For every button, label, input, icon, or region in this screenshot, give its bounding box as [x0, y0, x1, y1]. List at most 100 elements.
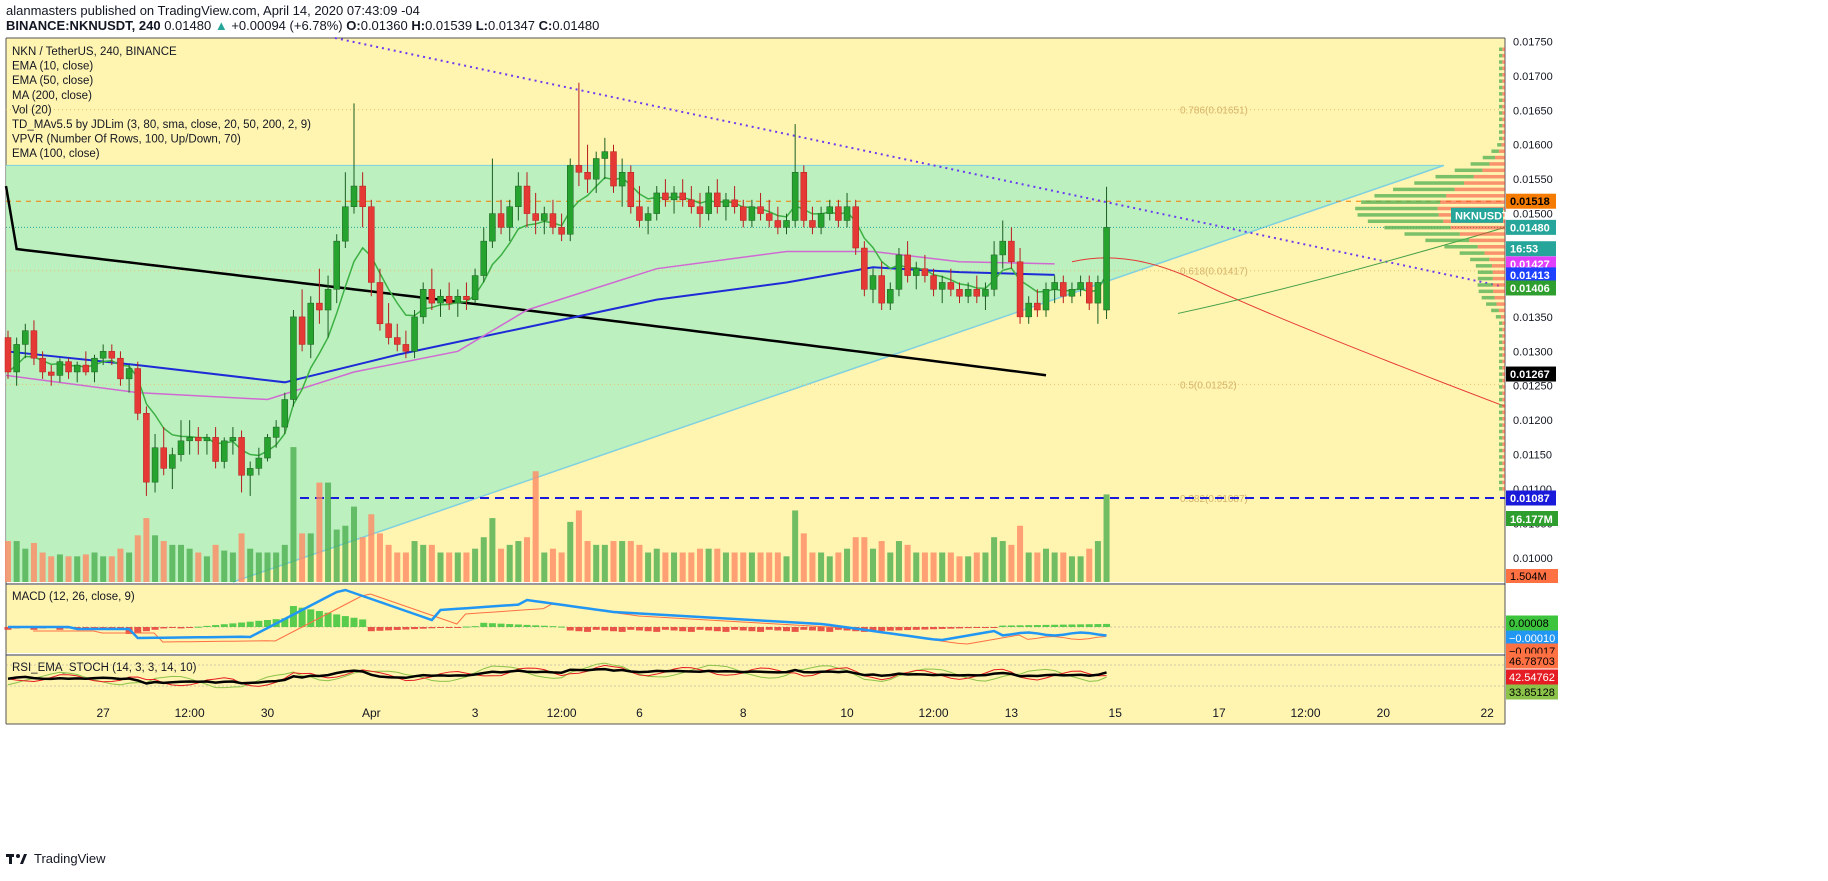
rsi-value-label	[1506, 653, 1558, 669]
candle-body	[878, 275, 885, 304]
price-axis-tick: 0.01650	[1513, 105, 1553, 117]
macd-histogram-bar	[177, 627, 185, 629]
candle-body	[861, 247, 868, 290]
volume-bar	[575, 510, 582, 582]
macd-histogram-bar	[454, 627, 462, 628]
candle-body	[662, 192, 669, 201]
candle-body	[740, 206, 747, 221]
vpvr-up-bar	[1499, 429, 1503, 434]
vpvr-down-bar	[1494, 295, 1505, 300]
vpvr-down-bar	[1502, 404, 1505, 408]
time-axis-tick: 17	[1212, 706, 1226, 720]
candle-body	[826, 206, 833, 214]
macd-histogram-bar	[843, 627, 851, 631]
vpvr-up-bar	[1499, 92, 1503, 96]
macd-histogram-bar	[817, 627, 825, 632]
volume-bar	[359, 537, 366, 582]
publisher-line: alanmasters published on TradingView.com…	[6, 3, 420, 18]
volume-bar	[826, 556, 833, 582]
vpvr-down-bar	[1454, 187, 1505, 192]
volume-bar	[792, 510, 799, 582]
candle-body	[73, 364, 81, 373]
tradingview-logo-icon	[6, 853, 27, 864]
price-label	[1506, 280, 1556, 296]
volume-bar	[325, 482, 332, 582]
volume-bar	[913, 552, 920, 582]
candle-body	[895, 254, 903, 290]
vpvr-up-bar	[1499, 47, 1503, 52]
candle-body	[627, 172, 635, 207]
vpvr-up-bar	[1374, 194, 1447, 198]
high-value: 0.01539	[425, 18, 473, 33]
vpvr-down-bar	[1489, 257, 1505, 262]
macd-histogram-bar	[973, 627, 981, 628]
macd-histogram-bar	[783, 627, 790, 632]
macd-histogram-bar	[610, 627, 617, 632]
vpvr-up-bar	[1482, 155, 1495, 160]
volume-bar	[368, 514, 375, 582]
macd-histogram-bar	[990, 627, 998, 628]
macd-histogram-bar	[385, 627, 393, 631]
vpvr-down-bar	[1502, 340, 1505, 345]
vpvr-up-bar	[1355, 206, 1438, 211]
vpvr-up-bar	[1486, 302, 1497, 306]
vpvr-down-bar	[1502, 436, 1505, 440]
candle-body	[65, 361, 72, 373]
volume-bar	[610, 541, 617, 582]
candle-body	[212, 437, 219, 462]
candle-body	[705, 192, 712, 214]
macd-histogram-bar	[635, 627, 643, 631]
vpvr-down-bar	[1489, 162, 1505, 166]
volume-bar	[679, 552, 686, 582]
rsi-value-text: 46.78703	[1509, 656, 1555, 668]
candle-body	[143, 413, 150, 483]
vpvr-up-bar	[1470, 162, 1490, 166]
vpvr-up-bar	[1499, 410, 1503, 415]
macd-histogram-bar	[411, 627, 419, 630]
candle-body	[774, 220, 782, 228]
volume-bar	[930, 552, 937, 582]
time-axis-bg	[6, 698, 1505, 724]
candle-body	[316, 302, 323, 311]
fib-label: 0.786(0.01651)	[1180, 106, 1248, 117]
vpvr-down-bar	[1502, 117, 1505, 122]
vpvr-up-bar	[1478, 289, 1494, 294]
volume-bar	[498, 548, 505, 582]
candle-body	[930, 275, 937, 290]
macd-histogram-bar	[359, 619, 367, 627]
vpvr-down-bar	[1492, 270, 1505, 274]
price-axis-bg	[1505, 38, 1828, 724]
volume-bar	[809, 552, 816, 582]
legend-item: Vol (20)	[12, 104, 52, 116]
rsi-line	[7, 667, 1107, 685]
vpvr-down-bar	[1502, 60, 1505, 64]
time-axis-tick: 20	[1377, 706, 1391, 720]
macd-histogram-bar	[445, 627, 453, 628]
volume-bar	[428, 544, 435, 582]
rsi-value-label	[1506, 684, 1558, 700]
legend-item: EMA (50, close)	[12, 75, 93, 87]
vpvr-down-bar	[1501, 143, 1505, 147]
volume-bar	[627, 541, 634, 582]
candle-body	[13, 344, 20, 373]
vpvr-down-bar	[1491, 264, 1505, 268]
macd-histogram-bar	[1094, 624, 1102, 627]
macd-histogram-bar	[1103, 623, 1111, 627]
macd-histogram-bar	[895, 627, 903, 631]
vpvr-down-bar	[1464, 181, 1505, 185]
macd-histogram-bar	[488, 623, 496, 627]
price-label-text: 0.01087	[1510, 493, 1550, 505]
volume-bar	[939, 552, 946, 582]
volume-bar	[766, 552, 773, 582]
vpvr-down-bar	[1498, 149, 1505, 153]
candle-body	[653, 192, 660, 214]
vpvr-down-bar	[1502, 487, 1505, 491]
vpvr-up-bar	[1454, 168, 1483, 173]
candle-body	[558, 227, 565, 235]
vpvr-down-bar	[1502, 480, 1505, 485]
vpvr-up-bar	[1499, 404, 1503, 408]
volume-bar	[740, 552, 747, 582]
volume-bar	[247, 548, 254, 582]
volume-label-text: 1.504M	[1510, 571, 1547, 583]
